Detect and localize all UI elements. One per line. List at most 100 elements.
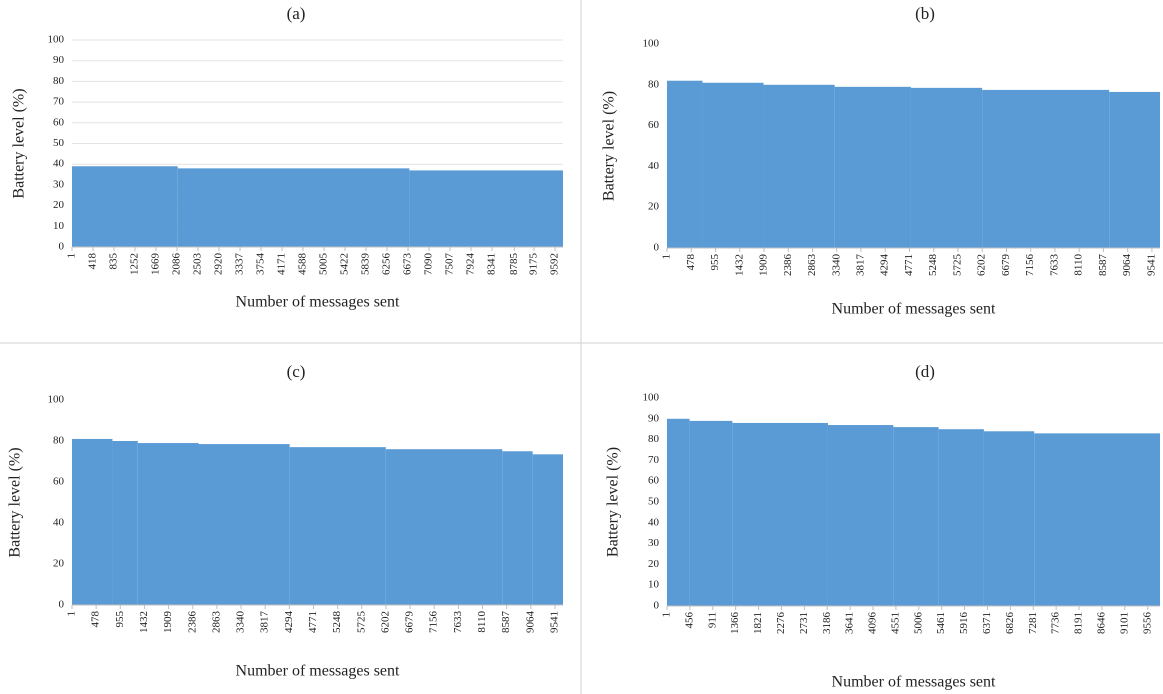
x-tick-label: 7736 bbox=[1050, 612, 1062, 635]
x-tick-label: 4771 bbox=[903, 254, 915, 276]
y-tick-label: 0 bbox=[654, 600, 660, 612]
x-tick-label: 4294 bbox=[879, 254, 891, 277]
x-tick-label: 1821 bbox=[752, 612, 764, 634]
x-tick-label: 2386 bbox=[782, 254, 794, 277]
area-step bbox=[72, 438, 113, 605]
x-tick-label: 5839 bbox=[360, 253, 372, 276]
x-tick-label: 5725 bbox=[951, 254, 963, 277]
y-tick-label: 80 bbox=[53, 75, 65, 87]
x-tick-label: 456 bbox=[683, 612, 695, 629]
x-tick-label: 8785 bbox=[508, 253, 520, 276]
y-axis-title: Battery level (%) bbox=[601, 91, 618, 201]
x-tick-label: 1366 bbox=[729, 612, 741, 635]
area-step bbox=[289, 447, 386, 605]
y-axis-title: Battery level (%) bbox=[7, 447, 24, 557]
x-tick-label: 9592 bbox=[549, 253, 561, 275]
x-tick-label: 2386 bbox=[186, 611, 198, 634]
x-tick-label: 9556 bbox=[1141, 612, 1153, 635]
x-tick-label: 2086 bbox=[171, 253, 183, 276]
x-tick-label: 1 bbox=[66, 611, 78, 617]
x-tick-label: 7090 bbox=[423, 253, 435, 276]
y-tick-label: 70 bbox=[53, 96, 65, 108]
x-tick-label: 3641 bbox=[844, 612, 856, 634]
area-step bbox=[938, 429, 984, 606]
x-tick-label: 8587 bbox=[500, 611, 512, 634]
y-tick-label: 20 bbox=[648, 558, 660, 570]
x-tick-label: 7156 bbox=[1024, 254, 1036, 277]
y-axis-title: Battery level (%) bbox=[11, 88, 28, 198]
area-step bbox=[502, 451, 533, 605]
x-axis-title: Number of messages sent bbox=[832, 674, 997, 691]
y-tick-label: 30 bbox=[648, 537, 660, 549]
x-tick-label: 3186 bbox=[821, 612, 833, 635]
x-tick-label: 6202 bbox=[379, 611, 391, 633]
x-tick-label: 5725 bbox=[355, 611, 367, 634]
x-tick-label: 2276 bbox=[775, 612, 787, 635]
x-axis-title: Number of messages sent bbox=[236, 663, 401, 680]
x-tick-label: 3340 bbox=[235, 611, 247, 634]
y-tick-label: 100 bbox=[643, 392, 660, 404]
area-step bbox=[667, 418, 690, 606]
y-tick-label: 60 bbox=[648, 119, 660, 131]
x-tick-label: 8587 bbox=[1097, 254, 1109, 277]
x-tick-label: 4588 bbox=[297, 253, 309, 276]
x-tick-label: 4294 bbox=[283, 611, 295, 634]
x-tick-label: 9541 bbox=[1145, 254, 1157, 276]
x-tick-label: 1252 bbox=[129, 253, 141, 275]
x-tick-label: 6826 bbox=[1004, 611, 1016, 634]
x-tick-label: 8110 bbox=[476, 611, 488, 633]
area-step bbox=[1034, 433, 1160, 606]
x-tick-label: 1909 bbox=[162, 611, 174, 634]
x-tick-label: 2731 bbox=[798, 612, 810, 634]
area-step bbox=[732, 422, 828, 606]
x-tick-label: 1909 bbox=[758, 254, 770, 277]
y-tick-label: 40 bbox=[648, 516, 660, 528]
area-step bbox=[385, 449, 503, 605]
y-tick-label: 20 bbox=[53, 558, 65, 570]
x-tick-label: 7633 bbox=[452, 611, 464, 634]
y-tick-label: 80 bbox=[648, 78, 660, 90]
x-tick-label: 5248 bbox=[331, 611, 343, 634]
x-tick-label: 5422 bbox=[339, 253, 351, 275]
area-step bbox=[137, 443, 199, 605]
y-tick-label: 100 bbox=[48, 394, 65, 406]
x-tick-label: 955 bbox=[114, 611, 126, 628]
x-axis-title: Number of messages sent bbox=[236, 294, 401, 311]
y-tick-label: 60 bbox=[53, 476, 65, 488]
area-step bbox=[702, 82, 764, 248]
x-tick-label: 955 bbox=[709, 254, 721, 271]
x-tick-label: 418 bbox=[87, 253, 99, 270]
x-tick-label: 6679 bbox=[404, 611, 416, 634]
x-tick-label: 8341 bbox=[486, 253, 498, 275]
y-tick-label: 0 bbox=[59, 599, 65, 611]
area-step bbox=[689, 420, 733, 606]
y-tick-label: 50 bbox=[53, 137, 65, 149]
x-tick-label: 8191 bbox=[1073, 612, 1085, 634]
y-tick-label: 0 bbox=[654, 242, 660, 254]
x-tick-label: 9064 bbox=[1121, 254, 1133, 277]
area-step bbox=[177, 168, 410, 247]
x-tick-label: 2503 bbox=[192, 253, 204, 276]
x-tick-label: 4551 bbox=[889, 612, 901, 634]
panel-title: (c) bbox=[287, 362, 306, 381]
y-tick-label: 90 bbox=[53, 54, 65, 66]
y-tick-label: 100 bbox=[48, 34, 65, 46]
x-tick-label: 5005 bbox=[318, 253, 330, 276]
x-tick-label: 1 bbox=[66, 253, 78, 259]
y-tick-label: 100 bbox=[643, 38, 660, 50]
y-tick-label: 80 bbox=[53, 435, 65, 447]
x-tick-label: 478 bbox=[685, 254, 697, 271]
area-step bbox=[827, 425, 894, 606]
x-tick-label: 4771 bbox=[307, 611, 319, 633]
y-tick-label: 70 bbox=[648, 454, 660, 466]
x-tick-label: 1432 bbox=[733, 254, 745, 276]
x-tick-label: 9064 bbox=[524, 611, 536, 634]
x-tick-label: 5461 bbox=[935, 612, 947, 634]
y-tick-label: 20 bbox=[648, 201, 660, 213]
x-tick-label: 6256 bbox=[381, 253, 393, 276]
x-tick-label: 1 bbox=[661, 254, 673, 260]
area-step bbox=[1109, 91, 1160, 248]
x-axis-title: Number of messages sent bbox=[832, 301, 997, 318]
